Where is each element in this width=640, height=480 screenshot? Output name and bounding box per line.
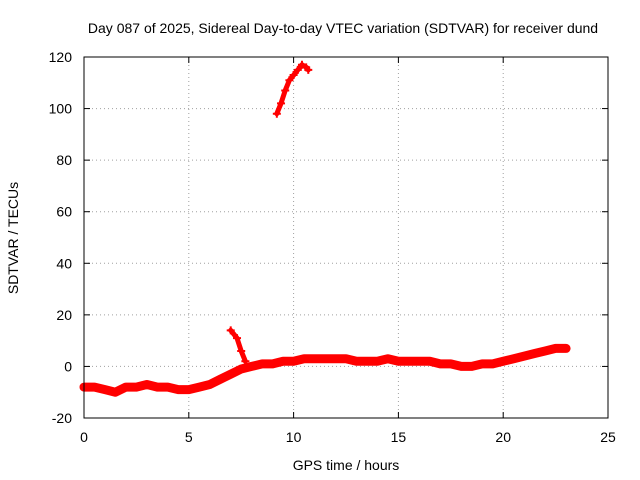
- data-point: [530, 349, 539, 358]
- grid: [84, 57, 608, 418]
- data-point: [277, 99, 286, 108]
- y-tick-label: 40: [56, 255, 72, 271]
- data-point: [205, 380, 214, 389]
- data-point: [415, 357, 424, 366]
- data-point: [195, 383, 204, 392]
- data-point: [226, 370, 235, 379]
- data-point: [478, 359, 487, 368]
- data-point: [289, 357, 298, 366]
- data-point: [226, 326, 235, 335]
- data-point: [268, 359, 277, 368]
- data-point: [293, 65, 302, 74]
- data-point: [457, 362, 466, 371]
- y-tick-label: 20: [56, 307, 72, 323]
- y-tick-label: 60: [56, 204, 72, 220]
- x-tick-label: 10: [286, 429, 302, 445]
- data-point: [90, 383, 99, 392]
- data-point: [285, 76, 294, 85]
- y-tick-label: 80: [56, 152, 72, 168]
- x-tick-label: 25: [600, 429, 616, 445]
- data-point: [509, 354, 518, 363]
- data-point: [331, 354, 340, 363]
- data-point: [233, 334, 242, 343]
- data-point: [362, 357, 371, 366]
- data-point: [100, 385, 109, 394]
- data-point: [216, 375, 225, 384]
- data-point: [174, 385, 183, 394]
- chart-title: Day 087 of 2025, Sidereal Day-to-day VTE…: [88, 20, 598, 36]
- data-point: [272, 109, 281, 118]
- x-tick-label: 5: [185, 429, 193, 445]
- data-point: [163, 383, 172, 392]
- data-point: [436, 359, 445, 368]
- data-point: [562, 344, 571, 353]
- data-point: [373, 357, 382, 366]
- series-line: [228, 327, 248, 364]
- data-point: [467, 362, 476, 371]
- data-point: [258, 359, 267, 368]
- data-point: [520, 352, 529, 361]
- data-point: [551, 344, 560, 353]
- data-point: [425, 357, 434, 366]
- data-point: [404, 357, 413, 366]
- data-point: [241, 357, 250, 366]
- data-point: [289, 71, 298, 80]
- data-point: [342, 354, 350, 363]
- x-tick-label: 20: [495, 429, 511, 445]
- data-point: [121, 383, 130, 392]
- ticks: 0 5 10 15 20 25 -20 0 20 40 60 80 100 120: [49, 49, 616, 445]
- data-point: [304, 65, 313, 74]
- data-point: [499, 357, 508, 366]
- data-point: [488, 359, 497, 368]
- y-tick-label: 0: [64, 358, 72, 374]
- data-point: [446, 359, 455, 368]
- data-point: [383, 354, 392, 363]
- data-point: [132, 383, 141, 392]
- y-tick-label: 120: [49, 49, 73, 65]
- y-tick-label: -20: [52, 410, 72, 426]
- data-point: [541, 346, 550, 355]
- x-axis-label: GPS time / hours: [293, 457, 400, 473]
- data-point: [247, 362, 256, 371]
- data-point: [310, 354, 319, 363]
- data-point: [237, 346, 246, 355]
- data-point: [153, 383, 162, 392]
- series-group: [79, 60, 571, 397]
- data-point: [237, 365, 246, 374]
- data-point: [297, 60, 306, 69]
- x-tick-label: 15: [391, 429, 407, 445]
- y-tick-label: 100: [49, 101, 73, 117]
- data-point: [352, 357, 361, 366]
- data-point: [300, 354, 309, 363]
- plot-frame: [83, 56, 609, 419]
- y-axis-label: SDTVAR / TECUs: [5, 182, 21, 294]
- data-point: [184, 385, 193, 394]
- x-tick-label: 0: [80, 429, 88, 445]
- data-point: [111, 388, 120, 397]
- data-point: [279, 357, 288, 366]
- data-point: [321, 354, 330, 363]
- data-point: [142, 380, 151, 389]
- data-point: [281, 86, 290, 95]
- data-point: [394, 357, 403, 366]
